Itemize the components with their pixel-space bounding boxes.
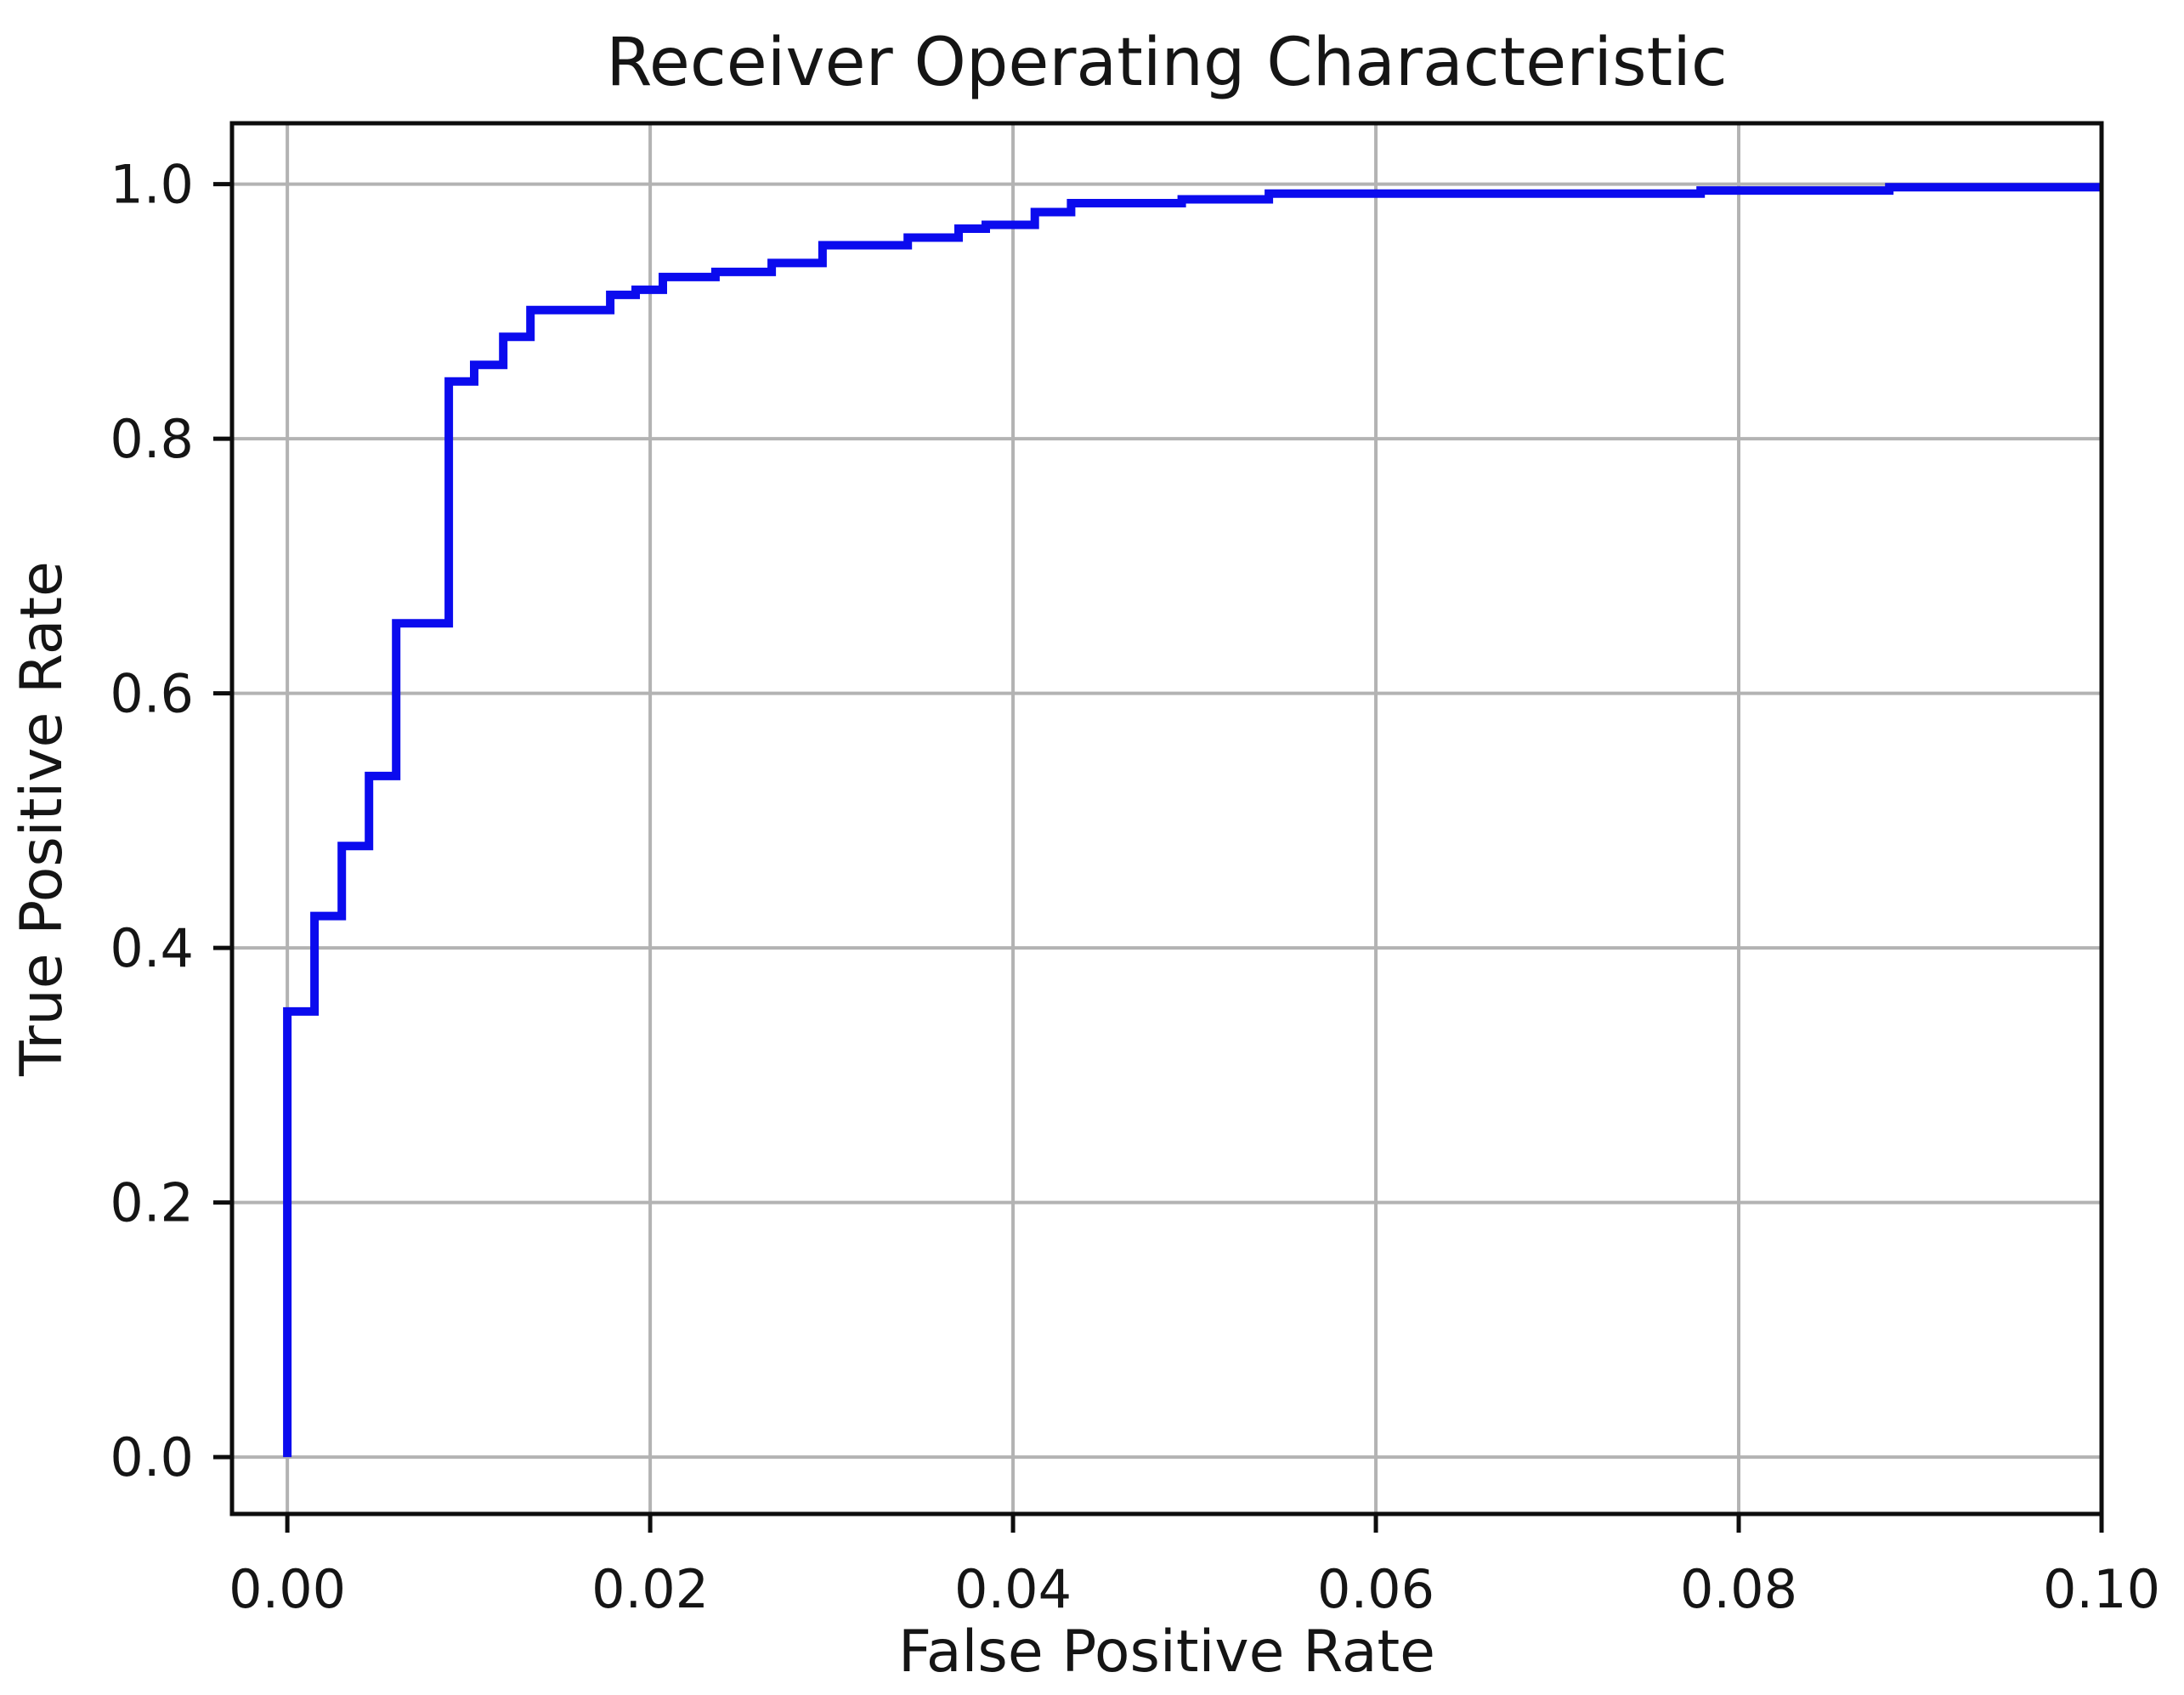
x-axis-ticks bbox=[285, 1514, 2104, 1533]
roc-curve bbox=[283, 183, 2102, 1458]
y-tick-label: 0.0 bbox=[110, 1426, 194, 1488]
x-tick-label: 0.04 bbox=[954, 1558, 1072, 1620]
x-tick-label: 0.02 bbox=[591, 1558, 709, 1620]
x-gridlines bbox=[286, 123, 2103, 1514]
x-tick-label: 0.06 bbox=[1317, 1558, 1434, 1620]
y-axis-label: True Positive Rate bbox=[8, 561, 76, 1077]
y-tick-labels: 0.0 0.2 0.4 0.6 0.8 1.0 bbox=[110, 154, 194, 1488]
y-tick-label: 0.6 bbox=[110, 663, 194, 725]
chart-title: Receiver Operating Characteristic bbox=[606, 25, 1728, 101]
y-tick-label: 0.2 bbox=[110, 1172, 194, 1234]
x-tick-labels: 0.00 0.02 0.04 0.06 0.08 0.10 bbox=[229, 1558, 2160, 1620]
y-tick-label: 0.4 bbox=[110, 917, 194, 979]
y-gridlines bbox=[232, 182, 2102, 1460]
x-axis-label: False Positive Rate bbox=[898, 1618, 1435, 1686]
y-axis-ticks bbox=[213, 182, 232, 1460]
x-tick-label: 0.00 bbox=[229, 1558, 346, 1620]
y-tick-label: 1.0 bbox=[110, 154, 194, 216]
y-tick-label: 0.8 bbox=[110, 408, 194, 470]
plot-area-border bbox=[229, 121, 2104, 1516]
x-tick-label: 0.10 bbox=[2043, 1558, 2160, 1620]
x-tick-label: 0.08 bbox=[1680, 1558, 1797, 1620]
